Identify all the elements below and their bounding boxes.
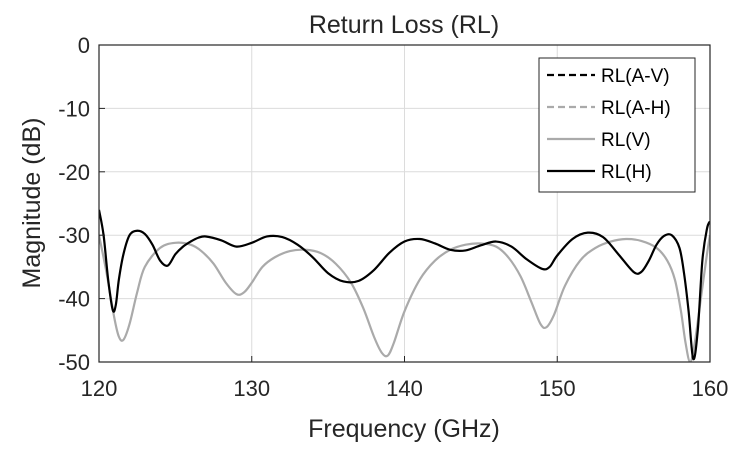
legend: RL(A-V) RL(A-H) RL(V) RL(H) <box>538 57 696 193</box>
y-tick-label: -20 <box>58 160 90 185</box>
legend-box <box>538 57 696 193</box>
series-line-RL(H) <box>99 209 710 361</box>
y-tick-label: -10 <box>58 96 90 121</box>
y-tick-label: -30 <box>58 223 90 248</box>
series-line-RL(V) <box>99 234 710 362</box>
x-ticks: 120 130 140 150 160 <box>81 356 729 401</box>
legend-label: RL(A-V) <box>601 66 670 87</box>
legend-label: RL(H) <box>601 162 652 183</box>
legend-label: RL(V) <box>601 130 651 151</box>
y-tick-label: 0 <box>78 33 90 58</box>
chart-title: Return Loss (RL) <box>309 11 499 39</box>
x-axis-label: Frequency (GHz) <box>308 415 500 443</box>
x-tick-label: 130 <box>233 376 270 401</box>
y-ticks: 0 -10 -20 -30 -40 -50 <box>58 33 105 375</box>
y-axis-label: Magnitude (dB) <box>18 118 46 289</box>
x-tick-label: 140 <box>386 376 423 401</box>
y-tick-label: -50 <box>58 350 90 375</box>
x-tick-label: 150 <box>539 376 576 401</box>
y-tick-label: -40 <box>58 287 90 312</box>
x-tick-label: 160 <box>692 376 729 401</box>
legend-label: RL(A-H) <box>601 98 671 119</box>
series-layer <box>99 209 710 362</box>
x-tick-label: 120 <box>81 376 118 401</box>
